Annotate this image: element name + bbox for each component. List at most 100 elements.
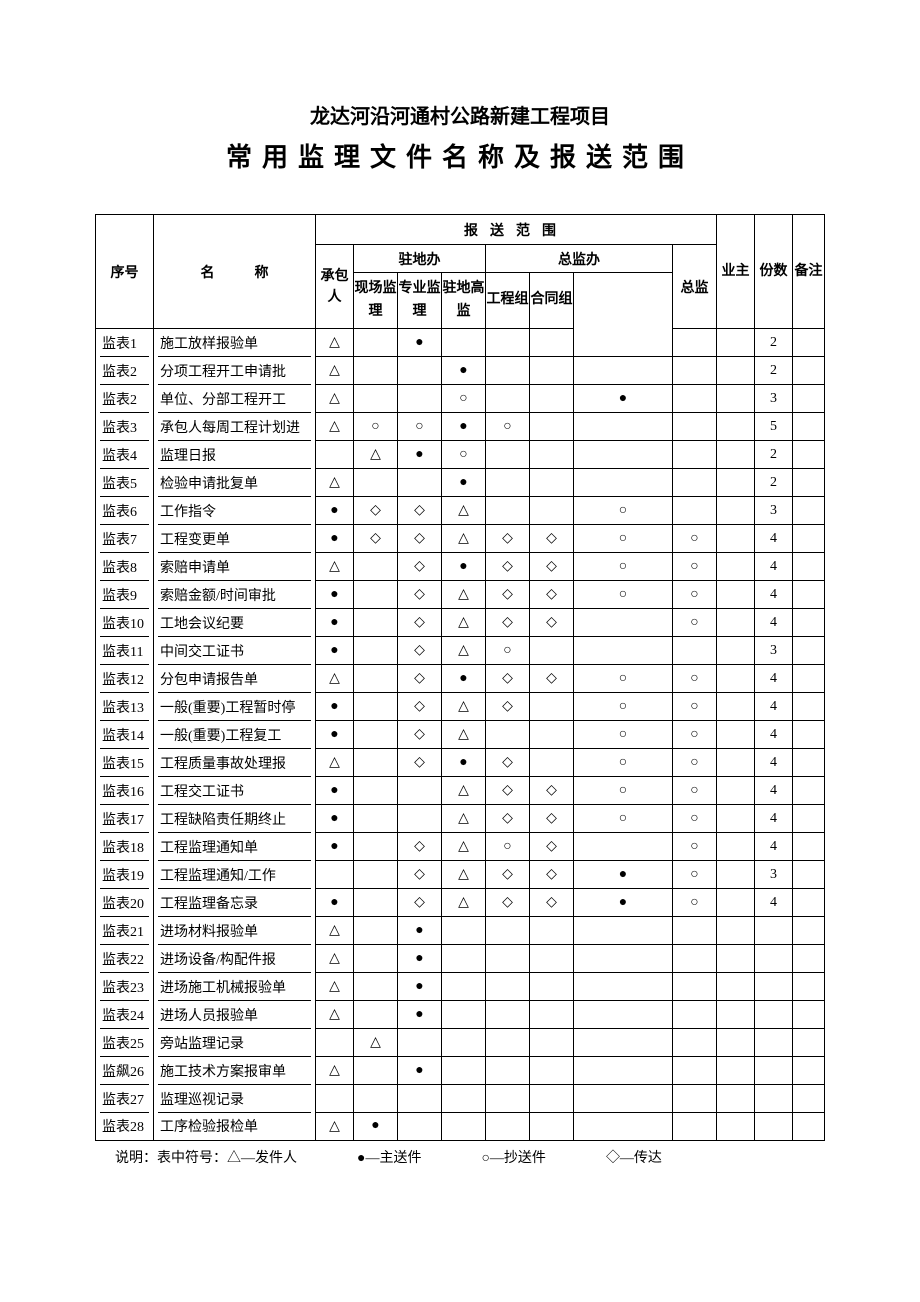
hdr-station: 驻地办	[354, 245, 486, 273]
cell-seq: 监表5	[96, 469, 154, 497]
cell-owner	[717, 973, 755, 1001]
cell-owner	[717, 553, 755, 581]
cell-symbol	[574, 1085, 673, 1113]
cell-symbol: ●	[316, 777, 354, 805]
cell-symbol: ◇	[530, 805, 574, 833]
cell-symbol: ◇	[530, 665, 574, 693]
cell-symbol: ◇	[486, 525, 530, 553]
cell-seq: 监表17	[96, 805, 154, 833]
cell-symbol: ○	[398, 413, 442, 441]
cell-symbol	[673, 1001, 717, 1029]
cell-symbol	[354, 1057, 398, 1085]
hdr-count: 份数	[755, 215, 793, 329]
cell-symbol	[673, 441, 717, 469]
cell-symbol	[486, 497, 530, 525]
cell-name: 承包人每周工程计划进	[154, 413, 316, 441]
cell-symbol: ◇	[530, 889, 574, 917]
cell-name: 监理日报	[154, 441, 316, 469]
cell-seq: 监表8	[96, 553, 154, 581]
cell-name: 工地会议纪要	[154, 609, 316, 637]
cell-owner	[717, 833, 755, 861]
cell-count	[755, 1085, 793, 1113]
cell-seq: 监表20	[96, 889, 154, 917]
cell-name: 中间交工证书	[154, 637, 316, 665]
cell-symbol: ○	[574, 749, 673, 777]
cell-name: 进场设备/构配件报	[154, 945, 316, 973]
cell-owner	[717, 1001, 755, 1029]
cell-symbol: ○	[574, 497, 673, 525]
cell-seq: 监表25	[96, 1029, 154, 1057]
cell-symbol: △	[316, 329, 354, 357]
cell-owner	[717, 1057, 755, 1085]
table-row: 监表10工地会议纪要●◇△◇◇○4	[96, 609, 825, 637]
cell-symbol	[530, 329, 574, 357]
cell-symbol	[354, 385, 398, 413]
cell-symbol	[673, 637, 717, 665]
cell-name: 一般(重要)工程暂时停	[154, 693, 316, 721]
hdr-chief: 总监	[673, 245, 717, 329]
cell-symbol: ◇	[486, 581, 530, 609]
cell-count: 4	[755, 721, 793, 749]
cell-symbol: ●	[442, 413, 486, 441]
cell-symbol	[442, 329, 486, 357]
cell-symbol: ◇	[398, 525, 442, 553]
cell-symbol	[530, 441, 574, 469]
cell-note	[793, 721, 825, 749]
cell-symbol: ◇	[398, 889, 442, 917]
cell-symbol: ◇	[530, 777, 574, 805]
cell-symbol	[486, 917, 530, 945]
cell-symbol	[574, 1057, 673, 1085]
cell-symbol: ◇	[354, 525, 398, 553]
cell-symbol	[442, 1085, 486, 1113]
cell-symbol: △	[442, 581, 486, 609]
cell-symbol: △	[442, 777, 486, 805]
cell-symbol	[673, 469, 717, 497]
cell-symbol: ◇	[530, 609, 574, 637]
cell-name: 施工放样报验单	[154, 329, 316, 357]
cell-symbol	[398, 805, 442, 833]
cell-count: 4	[755, 525, 793, 553]
legend: 说明：表中符号：△—发件人 ●—主送件 ○—抄送件 ◇—传达	[95, 1147, 825, 1167]
cell-symbol	[574, 329, 673, 357]
cell-symbol: ●	[442, 357, 486, 385]
cell-count	[755, 973, 793, 1001]
cell-symbol	[354, 861, 398, 889]
cell-seq: 监表3	[96, 413, 154, 441]
cell-symbol: ◇	[398, 693, 442, 721]
hdr-onsite: 现场监理	[354, 273, 398, 329]
cell-symbol: △	[316, 469, 354, 497]
cell-symbol: ◇	[398, 609, 442, 637]
cell-name: 单位、分部工程开工	[154, 385, 316, 413]
cell-symbol: ○	[442, 441, 486, 469]
cell-count	[755, 1029, 793, 1057]
cell-count: 3	[755, 385, 793, 413]
cell-symbol: ●	[316, 721, 354, 749]
cell-symbol	[574, 637, 673, 665]
cell-symbol: ●	[398, 973, 442, 1001]
cell-owner	[717, 413, 755, 441]
cell-symbol: △	[316, 357, 354, 385]
cell-symbol: △	[442, 861, 486, 889]
cell-seq: 监表21	[96, 917, 154, 945]
table-row: 监表15工程质量事故处理报△◇●◇○○4	[96, 749, 825, 777]
cell-owner	[717, 497, 755, 525]
cell-symbol: ○	[574, 525, 673, 553]
cell-count	[755, 1113, 793, 1141]
cell-symbol: ◇	[398, 581, 442, 609]
cell-symbol: ●	[442, 749, 486, 777]
cell-symbol: △	[316, 945, 354, 973]
cell-name: 工程监理备忘录	[154, 889, 316, 917]
cell-owner	[717, 889, 755, 917]
cell-symbol: ○	[673, 777, 717, 805]
cell-symbol	[673, 329, 717, 357]
cell-symbol: ◇	[398, 861, 442, 889]
cell-name: 施工技术方案报审单	[154, 1057, 316, 1085]
cell-symbol	[354, 833, 398, 861]
cell-count: 3	[755, 497, 793, 525]
cell-note	[793, 385, 825, 413]
cell-note	[793, 329, 825, 357]
cell-note	[793, 665, 825, 693]
cell-symbol	[574, 357, 673, 385]
cell-symbol: ◇	[486, 889, 530, 917]
cell-symbol: ◇	[398, 833, 442, 861]
